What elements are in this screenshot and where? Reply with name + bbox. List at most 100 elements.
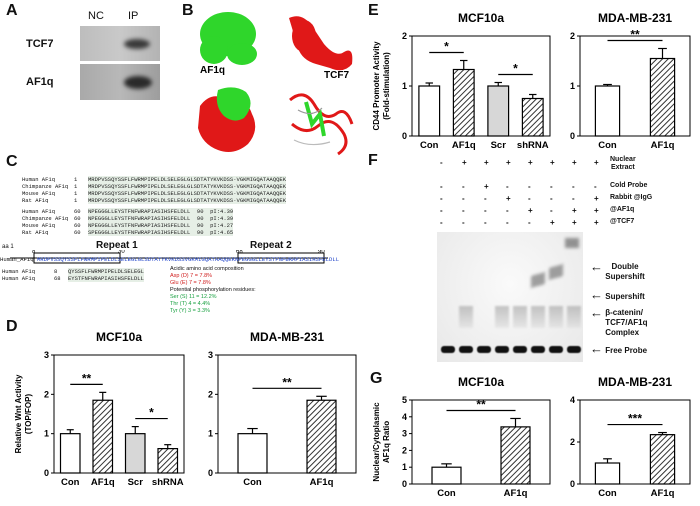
x-tick-label: AF1q xyxy=(651,488,675,499)
condition-mark: + xyxy=(484,158,489,167)
blot-col-ip: IP xyxy=(128,10,139,22)
free-probe-band xyxy=(459,346,473,353)
plot-frame xyxy=(411,399,551,485)
y-tick-label: 2 xyxy=(44,389,49,399)
composition-box: Acidic amino acid composition Asp (D) 7 … xyxy=(170,266,256,314)
y-tick-label: 5 xyxy=(402,395,407,405)
alignment-block-1: Human AF1q 1 MRDPVSSQYSSFLFWRMPIPELDLSELEG… xyxy=(22,176,287,204)
x-tick-label: Con xyxy=(420,140,439,151)
blot-image-af1q xyxy=(80,64,160,100)
condition-mark: + xyxy=(594,206,599,215)
tick-68: 68 xyxy=(236,250,243,255)
significance-label: * xyxy=(444,40,449,54)
y-axis-label-line: Nuclear/Cytoplasmic xyxy=(372,402,381,482)
condition-mark: + xyxy=(572,218,577,227)
condition-mark: - xyxy=(506,218,509,227)
bar xyxy=(521,97,544,137)
complex-surface xyxy=(198,87,256,152)
condition-label: @TCF7 xyxy=(610,218,635,225)
x-tick-label: Con xyxy=(61,477,80,488)
y-tick-label: 2 xyxy=(208,389,213,399)
free-probe-band xyxy=(531,346,545,353)
y-tick-label: 1 xyxy=(402,81,407,91)
condition-mark: + xyxy=(550,218,555,227)
bar xyxy=(418,85,441,137)
condition-mark: + xyxy=(572,206,577,215)
condition-mark: + xyxy=(550,158,555,167)
chart-title: MDA-MB-231 xyxy=(598,11,672,25)
y-tick-label: 4 xyxy=(402,412,407,422)
panel-label-e: E xyxy=(368,2,379,19)
complex-ribbon xyxy=(289,93,354,156)
condition-mark: - xyxy=(572,194,575,203)
alignment-row: Chimpanze AF1q 1 MRDPVSSQYSSFLFWRMPIPELDLS… xyxy=(22,183,287,190)
bar xyxy=(487,85,510,137)
tcf7-structure xyxy=(289,16,353,71)
aa-label: aa 1 xyxy=(2,244,14,250)
emsa-condition-grid: - + + + + + + + Nuclear Extract - - + - - - - - Cold Prob… xyxy=(440,156,700,232)
chart-title: MDA-MB-231 xyxy=(250,330,324,344)
phos-line: Ser (S) 11 = 12.2% xyxy=(170,294,217,300)
condition-mark: + xyxy=(528,158,533,167)
y-tick-label: 3 xyxy=(44,350,49,360)
complex-smear xyxy=(531,306,545,328)
arrow-complex: ← β-catenin/ TCF7/AF1q Complex xyxy=(590,305,648,337)
bar xyxy=(124,433,146,474)
free-probe-band xyxy=(549,346,563,353)
alignment-row: Human AF1q 1 MRDPVSSQYSSFLFWRMPIPELDLSELEG… xyxy=(22,176,287,183)
condition-mark: - xyxy=(572,182,575,191)
y-tick-label: 0 xyxy=(570,479,575,489)
y-tick-label: 2 xyxy=(570,437,575,447)
bar xyxy=(306,399,337,474)
x-tick-label: Scr xyxy=(491,140,507,151)
protein-structure-figure: AF1q TCF7 xyxy=(198,12,354,156)
bar xyxy=(237,433,268,474)
condition-label: Cold Probe xyxy=(610,182,648,189)
arrow-double-supershift: ← Double Supershift xyxy=(590,259,645,281)
condition-mark: - xyxy=(484,194,487,203)
alignment-row: Rat AF1q 1 MRDPVSSQYSSFLFWRMPIPELDLSELEGLG… xyxy=(22,197,287,204)
complex-smear xyxy=(513,306,527,328)
condition-mark: - xyxy=(506,206,509,215)
tick-90: 90 xyxy=(318,250,325,255)
condition-mark: - xyxy=(484,218,487,227)
bar xyxy=(452,68,475,137)
x-tick-label: AF1q xyxy=(651,140,675,151)
condition-mark: + xyxy=(462,158,467,167)
condition-mark: - xyxy=(506,182,509,191)
complex-smear xyxy=(549,306,563,328)
condition-mark: - xyxy=(550,206,553,215)
y-tick-label: 2 xyxy=(402,31,407,41)
y-axis-label: Nuclear/Cytoplasmic AF1q Ratio xyxy=(372,402,391,482)
condition-mark: - xyxy=(528,194,531,203)
free-probe-band xyxy=(477,346,491,353)
af1q-structure xyxy=(200,12,257,65)
x-tick-label: AF1q xyxy=(91,477,115,488)
free-probe-band xyxy=(513,346,527,353)
y-tick-label: 0 xyxy=(44,468,49,478)
condition-mark: - xyxy=(440,206,443,215)
condition-mark: - xyxy=(440,218,443,227)
free-probe-band xyxy=(495,346,509,353)
condition-mark: + xyxy=(528,206,533,215)
free-probe-band xyxy=(567,346,581,353)
condition-mark: - xyxy=(550,194,553,203)
y-tick-label: 0 xyxy=(402,479,407,489)
condition-mark: - xyxy=(594,182,597,191)
x-tick-label: Scr xyxy=(128,477,144,488)
repeat-1-label: Repeat 1 xyxy=(96,240,138,251)
y-tick-label: 4 xyxy=(570,395,575,405)
double-supershift-band xyxy=(565,238,579,248)
panel-label-g: G xyxy=(370,370,383,387)
full-sequence-row: Human_AF1q MRDPVSSQYSSFLFWRMPIPELDLSELEG… xyxy=(0,256,340,263)
significance-label: *** xyxy=(628,412,642,426)
free-probe-band xyxy=(441,346,455,353)
condition-mark: - xyxy=(528,182,531,191)
significance-label: * xyxy=(149,406,154,420)
y-axis-label-line: CD44 Promoter Activity xyxy=(372,41,381,131)
panel-label-a: A xyxy=(6,2,18,19)
blot-image-tcf7 xyxy=(80,26,160,61)
condition-label: Nuclear Extract xyxy=(610,156,636,171)
significance-label: * xyxy=(513,62,518,76)
panel-label-b: B xyxy=(182,2,194,19)
